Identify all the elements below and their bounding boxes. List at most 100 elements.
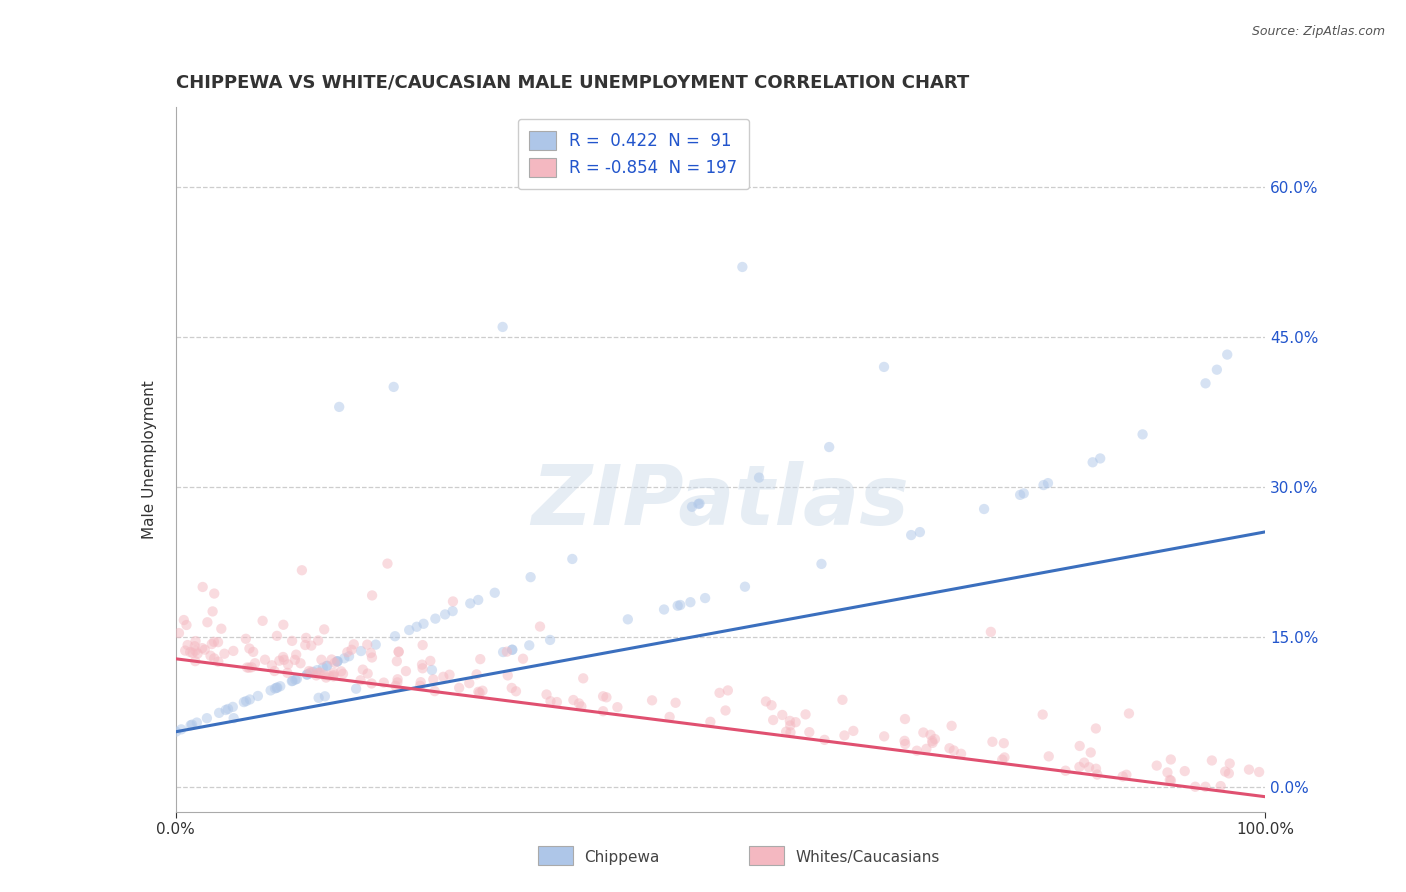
Point	[496, 668, 519, 682]
Point	[799, 725, 821, 739]
Point	[302, 665, 325, 679]
Point	[501, 642, 523, 657]
Point	[1032, 478, 1054, 492]
Point	[281, 633, 304, 648]
Point	[291, 563, 314, 577]
Point	[775, 724, 797, 739]
Point	[1237, 763, 1260, 777]
Point	[441, 604, 464, 618]
Point	[834, 729, 856, 743]
Point	[1160, 752, 1182, 766]
Point	[232, 695, 254, 709]
Legend: R =  0.422  N =  91, R = -0.854  N = 197: R = 0.422 N = 91, R = -0.854 N = 197	[517, 119, 749, 189]
Point	[818, 440, 841, 454]
Point	[373, 675, 395, 690]
Point	[266, 681, 288, 695]
Point	[314, 690, 336, 704]
Point	[356, 638, 378, 652]
Point	[641, 693, 664, 707]
Point	[350, 644, 373, 658]
Point	[290, 657, 312, 671]
Point	[305, 668, 328, 682]
Point	[666, 599, 689, 613]
Point	[273, 617, 295, 632]
Point	[893, 734, 915, 748]
Point	[434, 607, 457, 622]
Point	[260, 658, 283, 673]
Point	[529, 619, 551, 633]
Point	[492, 645, 515, 659]
Point	[385, 654, 408, 668]
Point	[316, 658, 339, 673]
Point	[1036, 476, 1059, 491]
Point	[688, 497, 710, 511]
Point	[411, 657, 433, 672]
Point	[699, 714, 721, 729]
Point	[731, 260, 754, 274]
Point	[176, 618, 198, 632]
Point	[467, 685, 489, 699]
Point	[794, 707, 817, 722]
Point	[658, 710, 681, 724]
Point	[332, 666, 354, 681]
Point	[425, 612, 447, 626]
Point	[1080, 746, 1102, 760]
Point	[900, 528, 922, 542]
Point	[222, 711, 245, 725]
Text: Whites/Caucasians: Whites/Caucasians	[796, 850, 939, 864]
Point	[273, 653, 295, 667]
Point	[344, 681, 367, 696]
Point	[186, 715, 208, 730]
Point	[1118, 706, 1140, 721]
Point	[1115, 768, 1137, 782]
Point	[1090, 451, 1112, 466]
Point	[761, 698, 783, 713]
Point	[209, 622, 232, 636]
Point	[202, 586, 225, 600]
Point	[388, 645, 411, 659]
Point	[180, 718, 202, 732]
Point	[1159, 772, 1181, 787]
Point	[398, 623, 420, 637]
Point	[568, 697, 591, 711]
Point	[322, 669, 344, 683]
Point	[295, 631, 318, 645]
Point	[501, 642, 523, 657]
Point	[194, 642, 217, 657]
Point	[191, 580, 214, 594]
Point	[1084, 722, 1107, 736]
Point	[432, 670, 454, 684]
Point	[197, 615, 219, 630]
Point	[326, 654, 349, 668]
Point	[253, 653, 276, 667]
Point	[409, 679, 432, 693]
Point	[167, 626, 190, 640]
Point	[1085, 762, 1108, 776]
Y-axis label: Male Unemployment: Male Unemployment	[142, 380, 157, 539]
Point	[912, 725, 935, 739]
Point	[298, 666, 321, 681]
Point	[322, 665, 344, 680]
Point	[546, 695, 568, 709]
Point	[263, 664, 285, 678]
Point	[309, 665, 332, 680]
Point	[492, 320, 515, 334]
Point	[423, 684, 446, 698]
Point	[779, 725, 801, 739]
Point	[308, 665, 330, 680]
Point	[779, 714, 801, 728]
Point	[235, 694, 257, 708]
Point	[606, 700, 628, 714]
Point	[813, 732, 835, 747]
Point	[762, 713, 785, 727]
Point	[617, 612, 640, 626]
Point	[991, 753, 1014, 767]
Point	[938, 741, 960, 756]
Point	[395, 664, 418, 678]
Point	[201, 637, 224, 651]
Point	[894, 737, 917, 751]
Point	[1111, 769, 1133, 783]
Point	[1069, 739, 1091, 753]
Point	[1201, 754, 1223, 768]
Point	[950, 747, 973, 761]
